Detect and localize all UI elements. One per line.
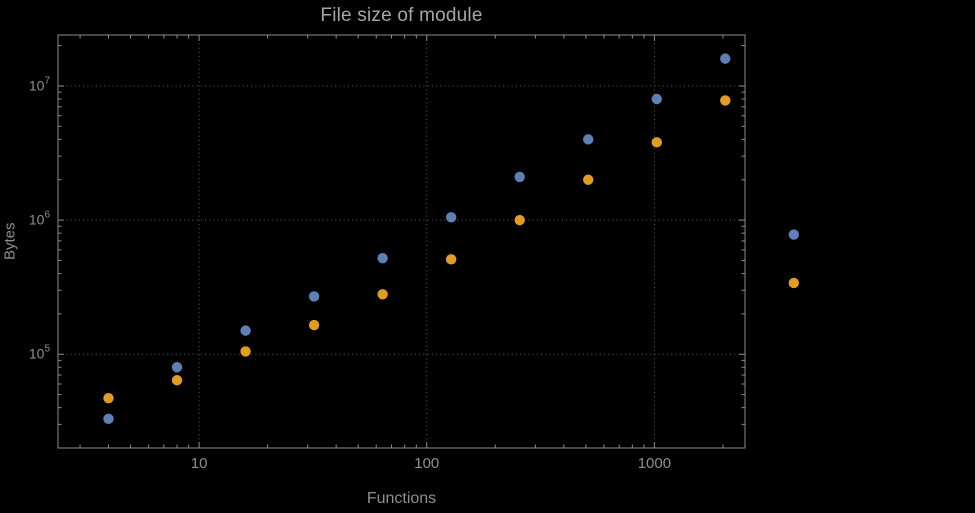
data-point — [720, 53, 731, 64]
y-tick-label: 106 — [29, 210, 51, 228]
data-point — [514, 171, 525, 183]
x-axis-label: Functions — [366, 490, 437, 507]
data-point — [514, 214, 525, 226]
series-series-2 — [103, 95, 800, 404]
tick-labels: 10 100 1000 105 106 107 — [29, 75, 671, 472]
x-tick-label: 10 — [191, 455, 208, 472]
data-point — [583, 174, 594, 185]
data-point — [583, 134, 594, 145]
data-point — [651, 93, 662, 105]
data-point — [720, 95, 731, 106]
data-point — [788, 277, 800, 289]
data-point — [171, 362, 183, 373]
y-tick-label: 105 — [29, 344, 51, 362]
data-point — [377, 289, 388, 300]
x-tick-label: 1000 — [638, 455, 671, 472]
y-tick-label: 107 — [29, 75, 51, 93]
data-point — [308, 291, 320, 302]
gridlines — [58, 35, 745, 448]
data-point — [171, 375, 183, 386]
data-point — [445, 212, 457, 223]
x-tick-label: 100 — [414, 455, 439, 472]
series-series-1 — [103, 53, 800, 425]
chart-title: File size of module — [320, 5, 483, 26]
data-point — [103, 393, 114, 404]
y-axis-label: Bytes — [1, 222, 19, 261]
plot-frame — [57, 34, 746, 449]
data-point — [240, 325, 251, 336]
data-point — [651, 137, 662, 148]
data-point — [240, 346, 251, 357]
data-point — [788, 229, 800, 240]
data-point — [103, 413, 114, 425]
tick-marks — [58, 35, 745, 448]
data-point — [308, 319, 320, 331]
data-point — [445, 254, 457, 265]
data-point — [377, 253, 388, 264]
